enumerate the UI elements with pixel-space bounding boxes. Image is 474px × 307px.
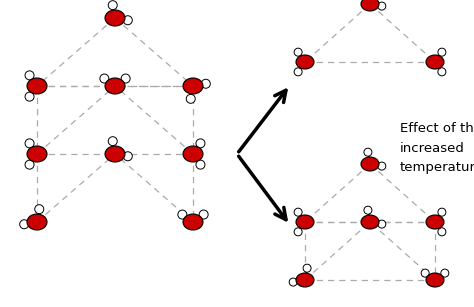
Ellipse shape xyxy=(426,273,444,287)
Ellipse shape xyxy=(183,78,203,94)
Circle shape xyxy=(421,269,429,277)
Circle shape xyxy=(25,139,34,148)
Circle shape xyxy=(201,79,210,88)
Ellipse shape xyxy=(361,157,379,171)
Circle shape xyxy=(35,205,44,214)
Circle shape xyxy=(20,220,29,229)
Circle shape xyxy=(378,162,386,170)
Circle shape xyxy=(196,160,205,169)
Ellipse shape xyxy=(105,146,125,162)
Circle shape xyxy=(438,68,446,76)
Ellipse shape xyxy=(296,55,314,69)
Ellipse shape xyxy=(27,78,47,94)
Circle shape xyxy=(108,1,117,10)
Ellipse shape xyxy=(426,215,444,229)
Circle shape xyxy=(303,264,311,272)
Ellipse shape xyxy=(361,215,379,229)
Circle shape xyxy=(289,278,297,286)
Circle shape xyxy=(294,68,302,76)
Circle shape xyxy=(438,228,446,236)
Circle shape xyxy=(123,152,132,161)
Ellipse shape xyxy=(296,273,314,287)
Circle shape xyxy=(123,16,132,25)
Circle shape xyxy=(121,74,130,83)
Circle shape xyxy=(441,269,449,277)
Ellipse shape xyxy=(27,214,47,230)
Ellipse shape xyxy=(426,55,444,69)
Ellipse shape xyxy=(105,10,125,26)
Circle shape xyxy=(25,160,34,169)
Circle shape xyxy=(100,74,109,83)
Circle shape xyxy=(25,71,34,80)
Ellipse shape xyxy=(361,0,379,11)
Circle shape xyxy=(364,148,372,156)
Circle shape xyxy=(294,228,302,236)
Text: Effect of the
increased
temperature: Effect of the increased temperature xyxy=(400,122,474,174)
Circle shape xyxy=(25,92,34,101)
Circle shape xyxy=(196,139,205,148)
Circle shape xyxy=(378,220,386,228)
Ellipse shape xyxy=(296,215,314,229)
Ellipse shape xyxy=(183,146,203,162)
Circle shape xyxy=(178,210,187,219)
Circle shape xyxy=(186,94,195,103)
Circle shape xyxy=(108,137,117,146)
Circle shape xyxy=(294,208,302,216)
Ellipse shape xyxy=(183,214,203,230)
Circle shape xyxy=(378,2,386,10)
Circle shape xyxy=(199,210,208,219)
Circle shape xyxy=(438,48,446,56)
Circle shape xyxy=(438,208,446,216)
Circle shape xyxy=(364,206,372,214)
Ellipse shape xyxy=(105,78,125,94)
Ellipse shape xyxy=(27,146,47,162)
Circle shape xyxy=(294,48,302,56)
